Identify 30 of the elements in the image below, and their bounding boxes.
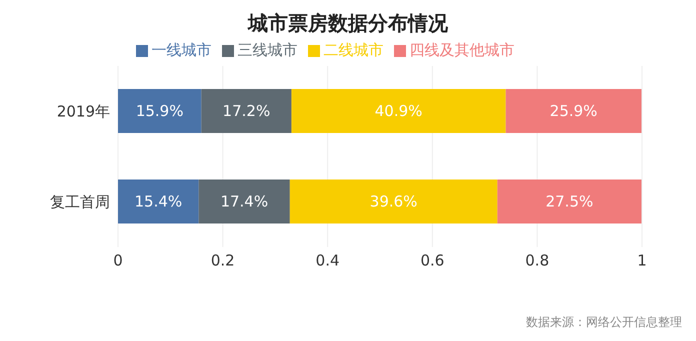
bar (290, 180, 498, 224)
data-label: 39.6% (370, 192, 418, 210)
source-note: 数据来源：网络公开信息整理 (526, 314, 682, 331)
data-label: 17.4% (220, 192, 268, 210)
legend-label: 二线城市 (324, 41, 384, 59)
x-tick-label: 0.2 (210, 252, 235, 270)
y-tick-label: 复工首周 (50, 193, 110, 212)
x-tick-label: 0.6 (420, 252, 444, 270)
legend-label: 一线城市 (152, 41, 212, 59)
legend-label: 四线及其他城市 (410, 41, 514, 59)
x-tick-label: 0.8 (525, 252, 550, 270)
data-label: 25.9% (550, 102, 598, 120)
bar (118, 180, 199, 224)
x-tick-label: 0 (113, 252, 123, 270)
data-label: 27.5% (546, 192, 594, 210)
bar (497, 180, 642, 224)
data-label: 40.9% (374, 102, 422, 120)
y-tick-label: 2019年 (56, 102, 110, 121)
bar (118, 89, 202, 133)
bar (291, 89, 506, 133)
bar (506, 89, 642, 133)
legend-label: 三线城市 (238, 41, 298, 59)
x-tick-label: 0.4 (316, 252, 340, 270)
x-tick-label: 1 (637, 252, 647, 270)
bar (201, 89, 292, 133)
data-label: 17.2% (222, 102, 270, 120)
chart-title: 城市票房数据分布情况 (246, 10, 449, 37)
data-label: 15.9% (136, 102, 184, 120)
data-label: 15.4% (134, 192, 182, 210)
bar (198, 180, 290, 224)
